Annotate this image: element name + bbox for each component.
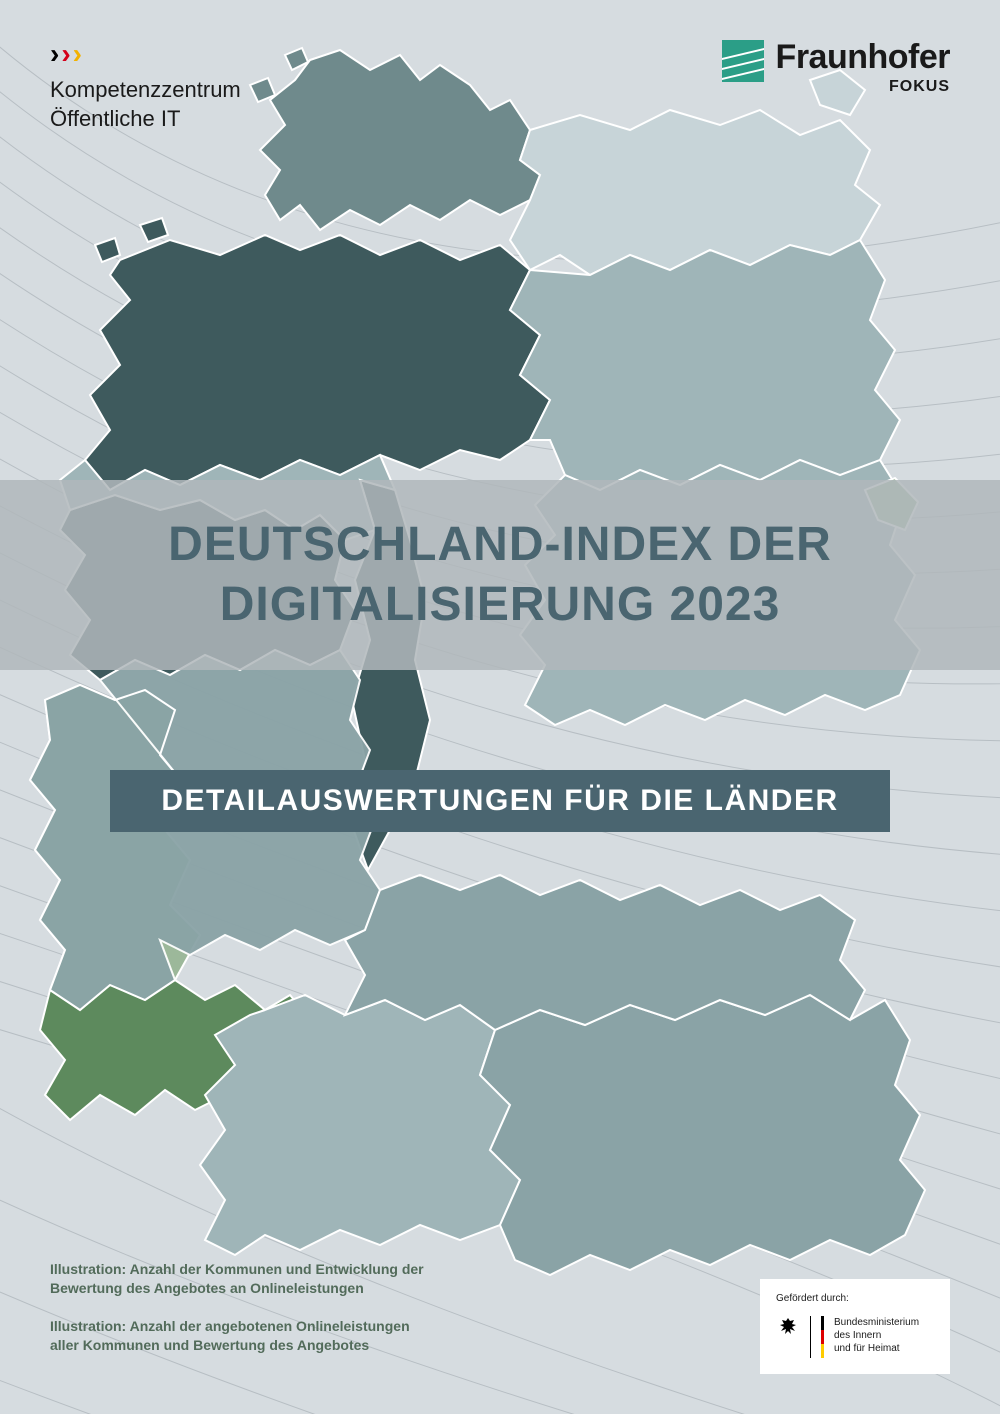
caption-1: Illustration: Anzahl der Kommunen und En… [50, 1260, 424, 1299]
sponsor-box: Gefördert durch: Bundesministerium des I… [760, 1279, 950, 1374]
fraunhofer-logo: Fraunhofer FOKUS [722, 40, 950, 96]
document-cover: › › › Kompetenzzentrum Öffentliche IT Fr… [0, 0, 1000, 1414]
fraunhofer-icon [722, 40, 764, 82]
caption-2: Illustration: Anzahl der angebotenen Onl… [50, 1317, 424, 1356]
ministry-line2: des Innern [834, 1329, 919, 1342]
caption-1-line2: Bewertung des Angebotes an Onlineleistun… [50, 1280, 364, 1296]
subtitle-band: DETAILAUSWERTUNGEN FÜR DIE LÄNDER [110, 770, 890, 832]
federal-eagle-icon [776, 1316, 800, 1340]
caption-1-line1: Illustration: Anzahl der Kommunen und En… [50, 1261, 424, 1277]
divider [810, 1316, 811, 1358]
main-title-line1: DEUTSCHLAND-INDEX DER [168, 515, 832, 575]
fraunhofer-sub-text: FOKUS [889, 78, 950, 96]
fraunhofer-main-text: Fraunhofer [776, 40, 950, 74]
ministry-text: Bundesministerium des Innern und für Hei… [834, 1316, 919, 1355]
ministry-line1: Bundesministerium [834, 1316, 919, 1329]
caption-2-line2: aller Kommunen und Bewertung des Angebot… [50, 1337, 369, 1353]
main-title-line2: DIGITALISIERUNG 2023 [168, 575, 832, 635]
sponsor-label: Gefördert durch: [776, 1293, 934, 1304]
logo-left-line1: Kompetenzzentrum [50, 76, 241, 105]
illustration-captions: Illustration: Anzahl der Kommunen und En… [50, 1260, 424, 1374]
title-band: DEUTSCHLAND-INDEX DER DIGITALISIERUNG 20… [0, 480, 1000, 670]
kompetenzzentrum-logo: › › › Kompetenzzentrum Öffentliche IT [50, 40, 241, 133]
chevron-icon: › [50, 40, 59, 68]
caption-2-line1: Illustration: Anzahl der angebotenen Onl… [50, 1318, 410, 1334]
germany-map-illustration [0, 0, 1000, 1414]
ministry-line3: und für Heimat [834, 1342, 919, 1355]
chevron-icon: › [61, 40, 70, 68]
chevron-icon-group: › › › [50, 40, 241, 68]
chevron-icon: › [73, 40, 82, 68]
german-flag-icon [821, 1316, 824, 1358]
logo-left-line2: Öffentliche IT [50, 105, 241, 134]
subtitle-text: DETAILAUSWERTUNGEN FÜR DIE LÄNDER [130, 784, 870, 818]
